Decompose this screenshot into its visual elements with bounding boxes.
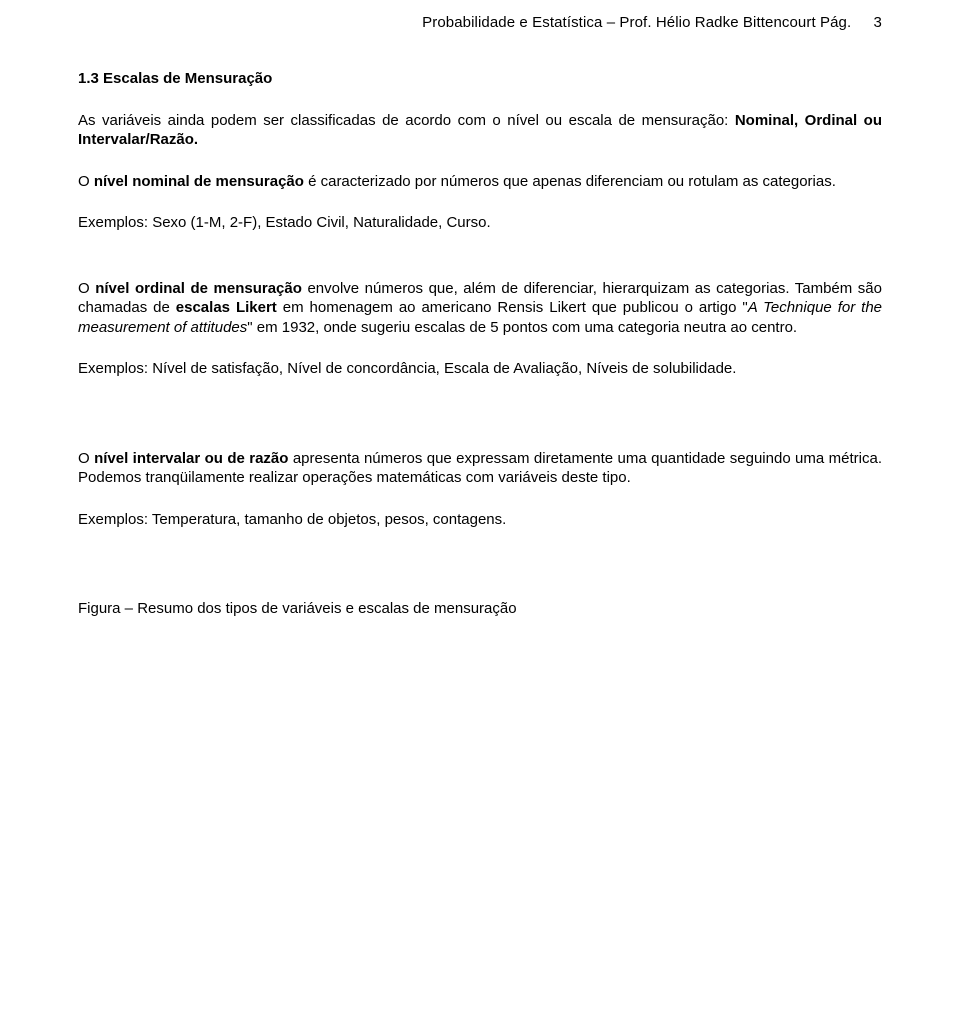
ordinal-mid2: em homenagem ao americano Rensis Likert …	[277, 299, 748, 316]
document-page: Probabilidade e Estatística – Prof. Héli…	[0, 0, 960, 619]
intervalar-pre: O	[78, 450, 94, 467]
nominal-term-bold: nível nominal de mensuração	[94, 173, 304, 190]
header-page-number: 3	[874, 14, 882, 31]
nominal-post: é caracterizado por números que apenas d…	[304, 173, 836, 190]
intervalar-paragraph: O nível intervalar ou de razão apresenta…	[78, 449, 882, 488]
intro-paragraph: As variáveis ainda podem ser classificad…	[78, 111, 882, 150]
likert-bold: escalas Likert	[176, 299, 277, 316]
ordinal-examples: Exemplos: Nível de satisfação, Nível de …	[78, 359, 882, 379]
intervalar-term-bold: nível intervalar ou de razão	[94, 450, 288, 467]
figure-caption: Figura – Resumo dos tipos de variáveis e…	[78, 599, 882, 619]
nominal-examples: Exemplos: Sexo (1-M, 2-F), Estado Civil,…	[78, 213, 882, 233]
section-heading: Escalas de Mensuração	[103, 70, 272, 87]
intervalar-examples: Exemplos: Temperatura, tamanho de objeto…	[78, 510, 882, 530]
section-number: 1.3	[78, 70, 99, 87]
nominal-pre: O	[78, 173, 94, 190]
page-header: Probabilidade e Estatística – Prof. Héli…	[78, 14, 882, 31]
ordinal-term-bold: nível ordinal de mensuração	[95, 280, 302, 297]
ordinal-paragraph: O nível ordinal de mensuração envolve nú…	[78, 279, 882, 338]
ordinal-pre: O	[78, 280, 95, 297]
ordinal-post: " em 1932, onde sugeriu escalas de 5 pon…	[247, 319, 797, 336]
section-title: 1.3 Escalas de Mensuração	[78, 69, 882, 89]
intro-text: As variáveis ainda podem ser classificad…	[78, 112, 735, 129]
header-course: Probabilidade e Estatística – Prof. Héli…	[422, 14, 851, 31]
nominal-paragraph: O nível nominal de mensuração é caracter…	[78, 172, 882, 192]
